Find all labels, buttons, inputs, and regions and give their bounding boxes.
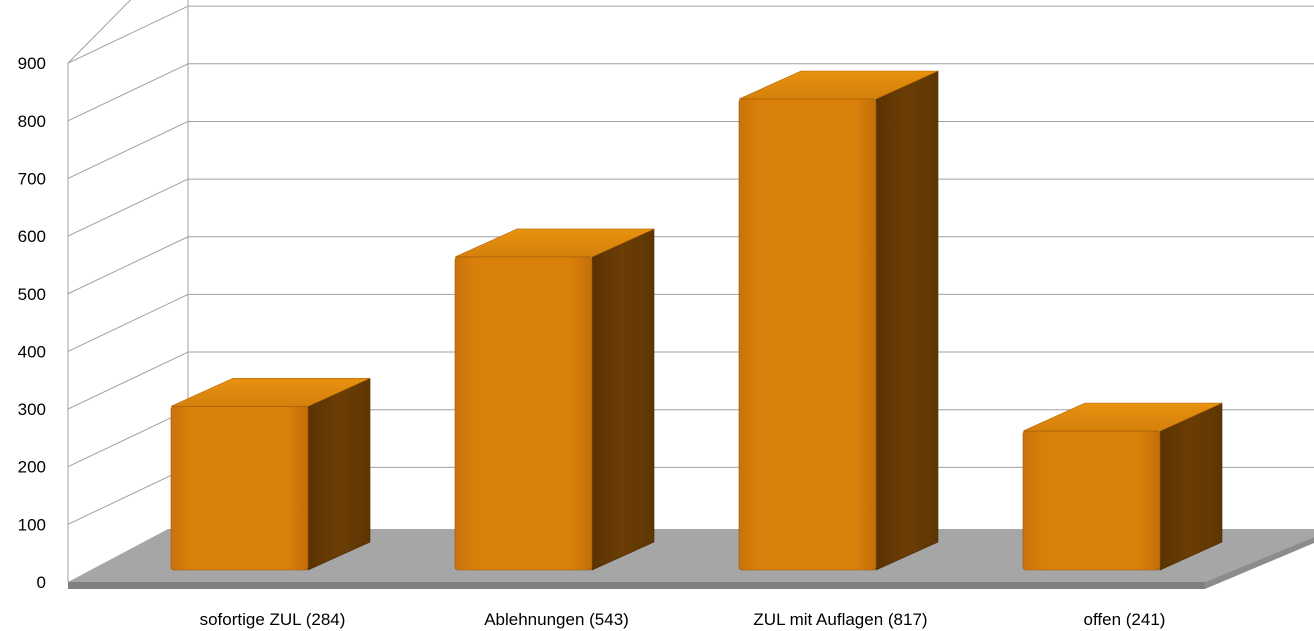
x-category-label: Ablehnungen (543) xyxy=(484,610,629,629)
y-tick-label: 400 xyxy=(18,342,46,361)
gridline-side xyxy=(67,5,189,64)
bar-front xyxy=(738,98,877,571)
y-tick-label: 700 xyxy=(18,169,46,188)
bar-front xyxy=(170,405,309,571)
y-tick-label: 600 xyxy=(18,227,46,246)
floor-side-edge xyxy=(1205,537,1314,589)
y-axis-ticks: 0 100 200 300 400 500 600 700 800 900 xyxy=(18,54,46,592)
bar xyxy=(454,228,655,571)
bar xyxy=(738,70,939,571)
bar-front xyxy=(454,256,593,571)
chart-walls xyxy=(67,0,189,582)
bar-side xyxy=(591,228,655,571)
bar xyxy=(170,377,371,571)
y-tick-label: 500 xyxy=(18,285,46,304)
x-axis-labels: sofortige ZUL (284) Ablehnungen (543) ZUL … xyxy=(200,610,1166,629)
x-category-label: offen (241) xyxy=(1084,610,1166,629)
bar xyxy=(1022,402,1223,571)
y-tick-label: 300 xyxy=(18,400,46,419)
bar-side xyxy=(307,377,371,571)
bar-side xyxy=(1159,402,1223,571)
bar-front xyxy=(1022,430,1161,571)
gridline-side xyxy=(67,409,189,468)
y-tick-label: 800 xyxy=(18,112,46,131)
bar-side xyxy=(875,70,939,571)
gridline-side xyxy=(67,236,189,295)
y-tick-label: 200 xyxy=(18,458,46,477)
floor-surface xyxy=(68,529,1314,582)
gridline-side xyxy=(67,351,189,410)
y-tick-label: 900 xyxy=(18,54,46,73)
gridline-side xyxy=(67,466,189,525)
gridline-side xyxy=(67,178,189,237)
gridline-side-top xyxy=(67,0,132,64)
y-tick-label: 0 xyxy=(37,573,46,592)
bars xyxy=(170,70,1223,571)
x-category-label: sofortige ZUL (284) xyxy=(200,610,346,629)
gridline-side xyxy=(67,293,189,352)
gridline-side xyxy=(67,63,189,122)
chart-floor xyxy=(68,529,1314,589)
gridline-side xyxy=(67,120,189,179)
floor-front-edge xyxy=(68,582,1205,589)
x-category-label: ZUL mit Auflagen (817) xyxy=(753,610,927,629)
y-tick-label: 100 xyxy=(18,515,46,534)
